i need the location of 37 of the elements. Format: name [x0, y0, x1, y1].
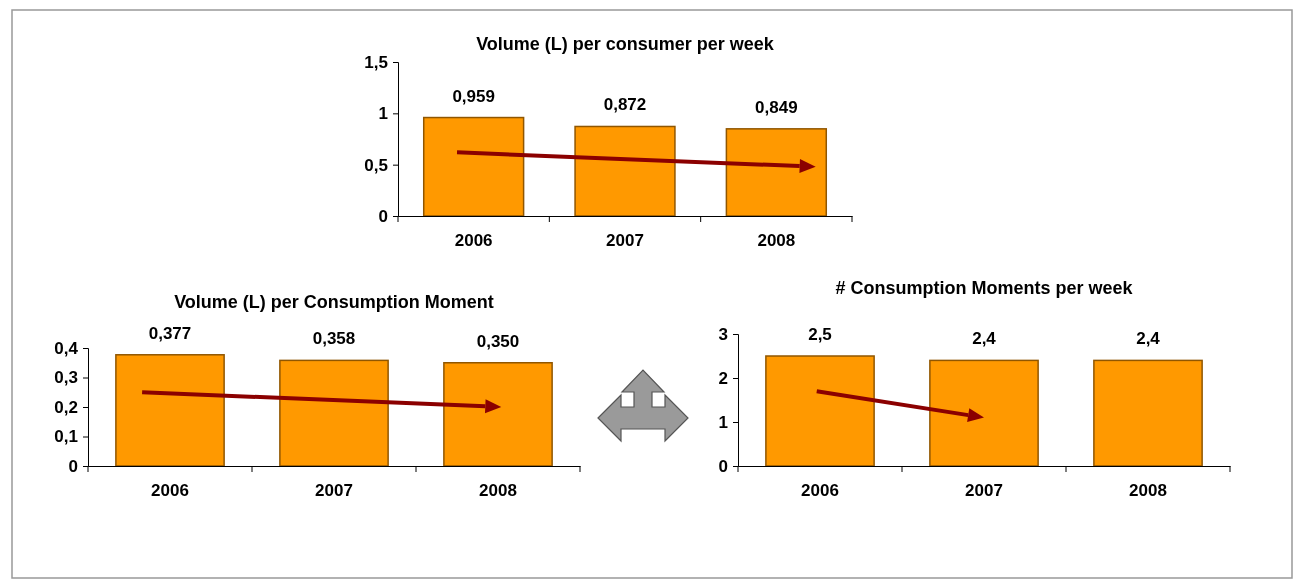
x-tick-label: 2008: [479, 481, 517, 501]
chart-title: # Consumption Moments per week: [835, 278, 1134, 298]
y-tick-label: 3: [718, 324, 728, 344]
data-label: 2,4: [1136, 329, 1161, 349]
data-label: 2,5: [808, 325, 832, 344]
data-label: 0,849: [755, 97, 798, 117]
bar: [443, 362, 553, 467]
y-tick-label: 0,4: [54, 338, 79, 358]
y-tick-label: 0,3: [54, 368, 78, 388]
y-tick-label: 0,5: [364, 155, 388, 175]
y-tick-label: 0,1: [54, 427, 78, 447]
chart-title: Volume (L) per Consumption Moment: [174, 292, 494, 312]
data-label: 0,959: [452, 86, 495, 106]
x-tick-label: 2007: [606, 231, 644, 251]
x-tick-label: 2006: [801, 481, 839, 501]
y-tick-label: 2: [718, 368, 728, 388]
y-tick-label: 1: [718, 412, 728, 432]
y-tick-label: 0: [718, 456, 728, 476]
x-tick-label: 2006: [454, 231, 493, 251]
chart-title: Volume (L) per consumer per week: [476, 34, 775, 54]
bar: [115, 354, 225, 467]
x-tick-label: 2007: [315, 481, 353, 501]
data-label: 0,350: [476, 331, 520, 351]
data-label: 0,377: [148, 323, 192, 343]
y-tick-label: 0: [68, 456, 78, 476]
y-tick-label: 0: [378, 206, 388, 226]
x-tick-label: 2006: [151, 481, 189, 501]
y-tick-label: 1: [378, 104, 388, 124]
x-tick-label: 2008: [757, 231, 796, 251]
data-label: 2,4: [972, 329, 997, 349]
x-tick-label: 2008: [1129, 481, 1167, 501]
bar: [279, 359, 389, 467]
x-tick-label: 2007: [965, 481, 1003, 501]
y-tick-label: 1,5: [364, 52, 388, 72]
data-label: 0,872: [603, 95, 647, 115]
y-tick-label: 0,2: [54, 397, 78, 417]
data-label: 0,358: [312, 329, 356, 349]
